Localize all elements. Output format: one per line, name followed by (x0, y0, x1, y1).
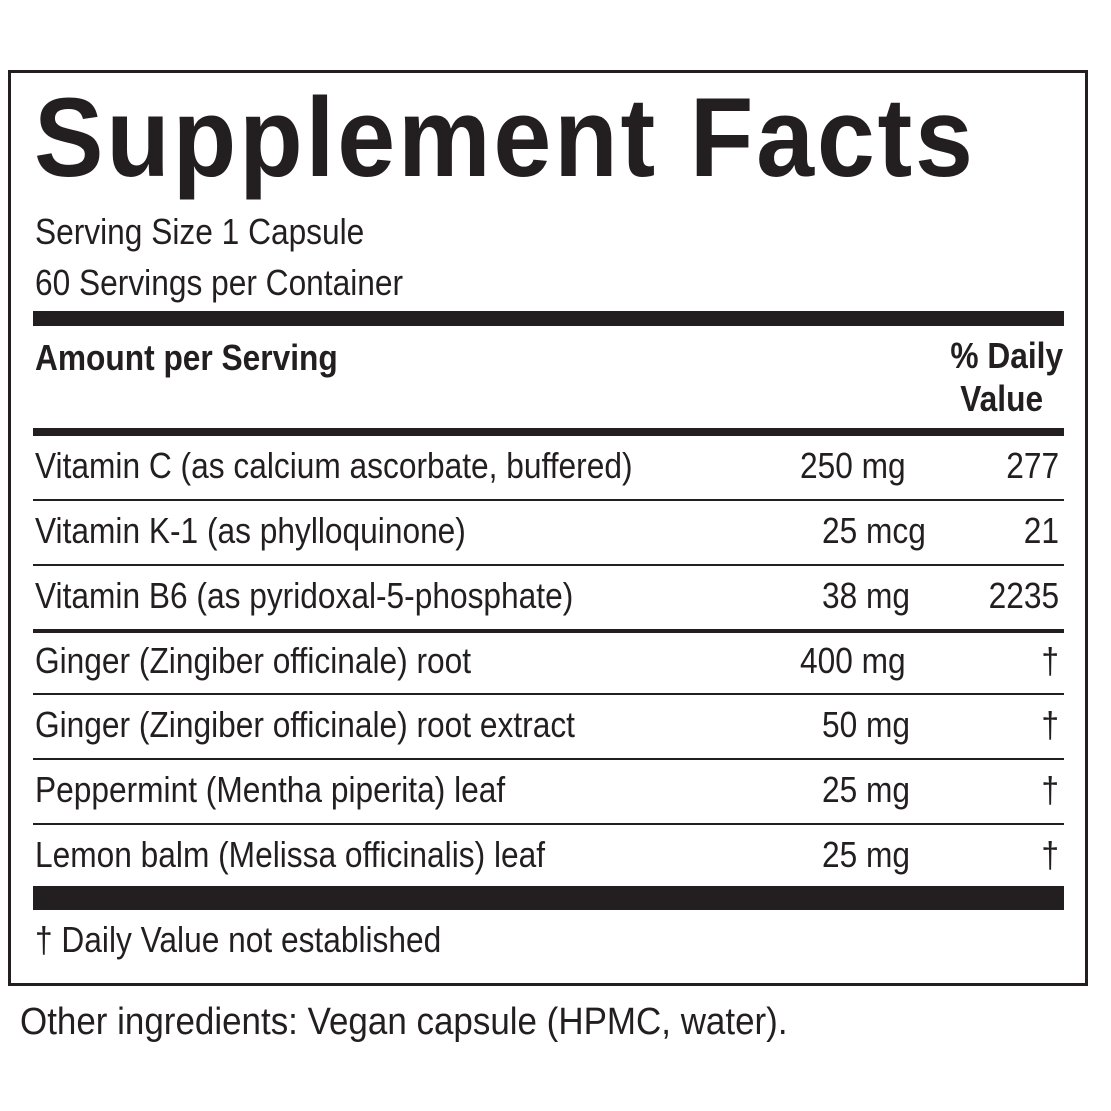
ingredient-amount: 25 mcg (822, 510, 926, 551)
daily-value: † (1041, 834, 1059, 875)
row-rule (33, 628, 1064, 633)
ingredient-amount: 400 mg (800, 640, 906, 681)
footnote: † Daily Value not established (35, 919, 442, 960)
row-rule (33, 693, 1064, 695)
dv-header: Value (960, 378, 1043, 419)
servings-per-container: 60 Servings per Container (35, 262, 404, 303)
medium-rule (33, 428, 1064, 436)
thick-rule (33, 886, 1064, 910)
ingredient-name: Peppermint (Mentha piperita) leaf (35, 769, 506, 810)
ingredient-name: Lemon balm (Melissa officinalis) leaf (35, 834, 546, 875)
ingredient-amount: 25 mg (822, 834, 911, 875)
daily-value: 2235 (988, 575, 1059, 616)
ingredient-amount: 38 mg (822, 575, 911, 616)
daily-value: † (1041, 640, 1059, 681)
daily-value: † (1041, 769, 1059, 810)
dv-header: % Daily (950, 335, 1063, 376)
ingredient-amount: 250 mg (800, 445, 906, 486)
serving-size: Serving Size 1 Capsule (35, 211, 365, 252)
ingredient-name: Vitamin B6 (as pyridoxal-5-phosphate) (35, 575, 574, 616)
row-rule (33, 822, 1064, 825)
ingredient-name: Vitamin K-1 (as phylloquinone) (35, 510, 466, 551)
amount-header: Amount per Serving (35, 337, 338, 378)
title: Supplement Facts (34, 75, 976, 200)
row-rule (33, 498, 1064, 501)
row-rule (33, 757, 1064, 760)
ingredient-amount: 50 mg (822, 704, 911, 745)
ingredient-name: Ginger (Zingiber officinale) root extrac… (35, 704, 575, 745)
ingredient-name: Ginger (Zingiber officinale) root (35, 640, 472, 681)
ingredient-name: Vitamin C (as calcium ascorbate, buffere… (35, 445, 633, 486)
daily-value: 277 (1006, 445, 1059, 486)
row-rule (33, 563, 1064, 566)
ingredient-amount: 25 mg (822, 769, 911, 810)
daily-value: 21 (1023, 510, 1059, 551)
thick-rule (33, 311, 1064, 326)
other-ingredients: Other ingredients: Vegan capsule (HPMC, … (20, 1001, 788, 1043)
label-box (8, 70, 1088, 986)
daily-value: † (1041, 704, 1059, 745)
